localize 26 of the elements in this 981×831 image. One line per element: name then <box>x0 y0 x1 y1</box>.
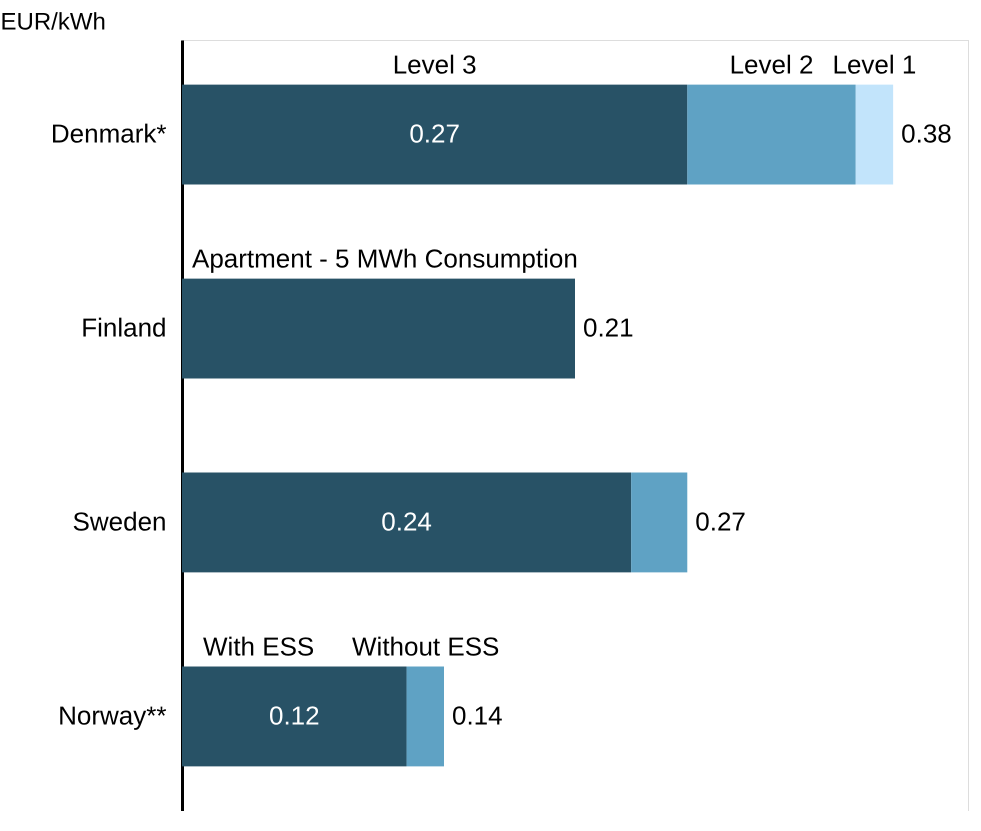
bar <box>406 666 444 766</box>
annotation: Without ESS <box>352 631 500 662</box>
total-label: 0.21 <box>583 312 634 343</box>
x-axis-title: EUR/kWh <box>0 8 106 36</box>
bar <box>182 472 632 572</box>
annotation: Level 1 <box>832 50 916 80</box>
y-tick-label: Sweden <box>72 506 166 536</box>
data-label: 0.24 <box>381 506 432 536</box>
bar <box>182 666 407 766</box>
bar <box>182 278 575 378</box>
bar <box>687 84 856 184</box>
annotation: With ESS <box>203 631 314 662</box>
bar <box>182 84 688 184</box>
annotation: Apartment - 5 MWh Consumption <box>192 244 578 274</box>
y-tick-label: Finland <box>81 312 166 343</box>
y-tick-label: Norway** <box>58 700 166 730</box>
data-label: 0.27 <box>409 118 460 149</box>
annotation: Level 3 <box>392 50 477 80</box>
total-label: 0.38 <box>901 118 952 149</box>
total-label: 0.14 <box>452 700 503 730</box>
total-label: 0.27 <box>695 506 746 536</box>
annotation: Level 2 <box>730 50 814 80</box>
data-label: 0.12 <box>268 700 320 730</box>
bar <box>856 84 894 184</box>
y-tick-label: Denmark* <box>50 118 166 149</box>
bar <box>631 472 688 572</box>
